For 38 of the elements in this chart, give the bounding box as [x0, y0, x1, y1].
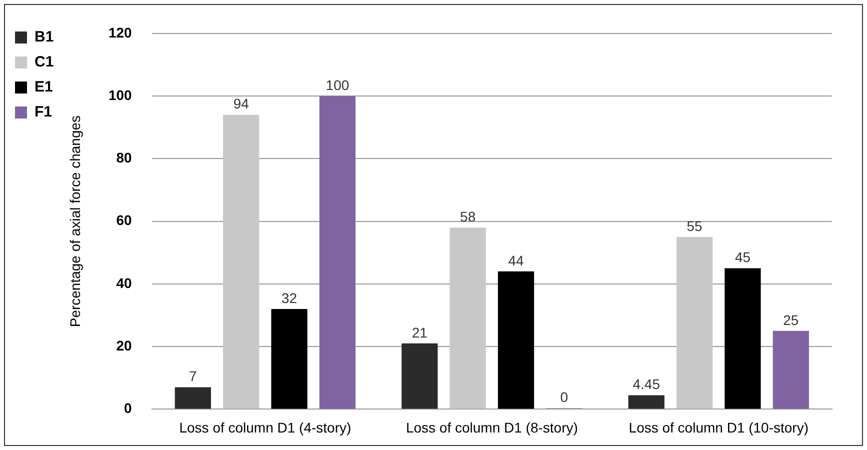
data-label: 94 — [233, 96, 250, 112]
bar — [676, 236, 713, 409]
x-tick-label: Loss of column D1 (4-story) — [179, 419, 352, 436]
data-label: 58 — [460, 208, 476, 224]
bar — [223, 114, 260, 409]
data-label: 25 — [783, 312, 799, 328]
data-label: 0 — [560, 389, 568, 406]
data-label: 100 — [326, 76, 350, 93]
data-label: 7 — [189, 368, 198, 384]
data-label: 21 — [412, 324, 428, 340]
data-label: 45 — [734, 249, 751, 266]
bar — [319, 96, 356, 409]
legend-label: F1 — [34, 104, 52, 121]
x-tick-label: Loss of column D1 (10-story) — [628, 419, 809, 436]
legend-label: C1 — [34, 54, 54, 71]
bar — [402, 343, 438, 409]
bar — [174, 387, 211, 409]
legend-label: B1 — [34, 28, 54, 46]
bar — [724, 268, 761, 409]
data-label: 44 — [508, 252, 524, 268]
bar — [772, 330, 809, 409]
y-tick-label: 80 — [116, 150, 132, 166]
x-tick-label: Loss of column D1 (8-story) — [406, 419, 578, 436]
bar — [498, 271, 534, 409]
data-label: 32 — [281, 290, 298, 306]
data-label: 55 — [686, 218, 703, 234]
y-tick-label: 120 — [108, 24, 132, 40]
data-label: 4.45 — [632, 376, 660, 392]
bar — [628, 395, 664, 409]
y-axis-title: Percentage of axial force changes — [66, 115, 83, 328]
y-tick-label: 60 — [116, 212, 132, 228]
bar — [271, 308, 308, 409]
y-tick-label: 40 — [116, 274, 132, 291]
bar — [450, 228, 486, 409]
y-tick-label: 100 — [108, 86, 132, 103]
legend-label: E1 — [34, 78, 53, 96]
y-tick-label: 20 — [116, 337, 132, 354]
y-tick-label: 0 — [124, 400, 132, 416]
